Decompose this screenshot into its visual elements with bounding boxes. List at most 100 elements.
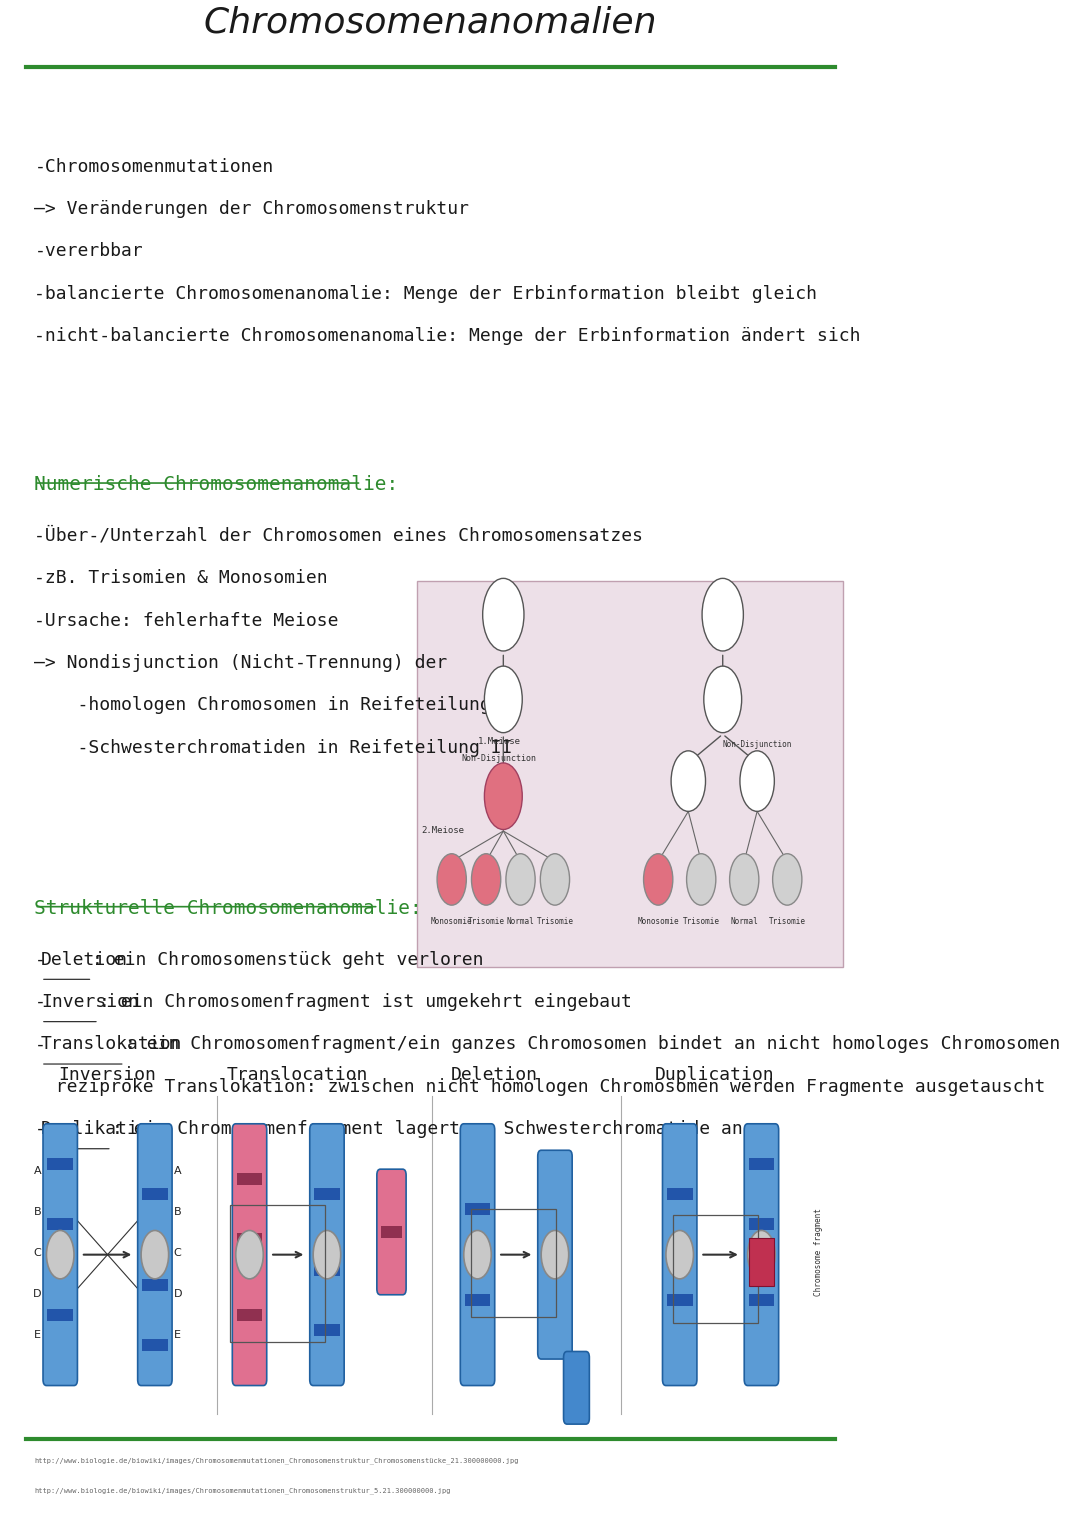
Text: -zB. Trisomien & Monosomien: -zB. Trisomien & Monosomien [35,570,328,588]
FancyBboxPatch shape [666,1188,692,1200]
Text: C: C [33,1248,41,1258]
FancyBboxPatch shape [43,1124,78,1385]
FancyBboxPatch shape [310,1124,345,1385]
Circle shape [141,1231,168,1280]
Text: Inversion: Inversion [58,1066,157,1084]
Text: -: - [35,1119,45,1138]
Text: Deleted chromosome fragment: Deleted chromosome fragment [565,1185,575,1310]
FancyBboxPatch shape [232,1124,267,1385]
Text: XX: XX [717,695,729,704]
Text: : ein Chromosomenstück geht verloren: : ein Chromosomenstück geht verloren [93,950,484,968]
Text: Monosomie: Monosomie [637,918,679,927]
Text: Trisomie: Trisomie [769,918,806,927]
Text: Inversion: Inversion [41,993,138,1011]
Circle shape [46,1231,75,1280]
Circle shape [505,854,536,906]
Text: X: X [754,777,760,785]
FancyBboxPatch shape [662,1124,697,1385]
Text: XX: XX [497,695,510,704]
Text: B: B [174,1208,181,1217]
FancyBboxPatch shape [564,1351,590,1425]
Text: 1.Meiose: 1.Meiose [477,738,521,747]
Text: Non-Disjunction: Non-Disjunction [723,741,792,750]
Circle shape [687,854,716,906]
Circle shape [540,854,569,906]
Text: XX: XX [497,791,511,800]
Text: Chromosome fragment: Chromosome fragment [813,1208,823,1295]
Text: : ein Chromosomenfragment ist umgekehrt eingebaut: : ein Chromosomenfragment ist umgekehrt … [99,993,632,1011]
Text: XX: XX [683,777,694,785]
Text: -Ursache: fehlerhafte Meiose: -Ursache: fehlerhafte Meiose [35,612,339,629]
FancyBboxPatch shape [141,1188,167,1200]
FancyBboxPatch shape [377,1170,406,1295]
Circle shape [485,764,523,829]
Circle shape [483,579,524,651]
Text: —> Veränderungen der Chromosomenstruktur: —> Veränderungen der Chromosomenstruktur [35,200,470,218]
Text: Deletion: Deletion [41,950,127,968]
Text: Non-Disjunction: Non-Disjunction [461,754,537,764]
Text: -nicht-balancierte Chromosomenanomalie: Menge der Erbinformation ändert sich: -nicht-balancierte Chromosomenanomalie: … [35,327,861,345]
FancyBboxPatch shape [464,1293,490,1306]
Circle shape [702,579,743,651]
Text: A: A [174,1167,181,1176]
Text: http://www.biologie.de/biowiki/images/Chromosomenmutationen_Chromosomenstruktur_: http://www.biologie.de/biowiki/images/Ch… [35,1487,451,1495]
FancyBboxPatch shape [48,1309,73,1321]
Text: Translokation: Translokation [41,1035,183,1054]
Circle shape [541,1231,569,1280]
Circle shape [485,666,523,733]
Text: Trisomie: Trisomie [683,918,719,927]
Text: Trisomie: Trisomie [468,918,504,927]
Text: Normal: Normal [730,918,758,927]
FancyBboxPatch shape [48,1219,73,1231]
Text: C: C [174,1248,181,1258]
Text: II: II [500,609,507,620]
Text: A: A [33,1167,41,1176]
Circle shape [437,854,467,906]
Circle shape [772,854,801,906]
Text: http://www.biologie.de/biowiki/images/Chromosomenmutationen_Chromosomenstruktur_: http://www.biologie.de/biowiki/images/Ch… [35,1457,518,1464]
Text: -: - [35,1035,45,1054]
Circle shape [747,1231,775,1280]
FancyBboxPatch shape [137,1124,172,1385]
Text: Chromosomenanomalien: Chromosomenanomalien [203,6,657,40]
Text: Duplikation: Duplikation [41,1119,161,1138]
Text: -balancierte Chromosomenanomalie: Menge der Erbinformation bleibt gleich: -balancierte Chromosomenanomalie: Menge … [35,286,818,302]
Text: Numerische Chromosomenanomalie:: Numerische Chromosomenanomalie: [35,475,399,495]
Circle shape [740,751,774,811]
FancyBboxPatch shape [748,1293,774,1306]
Text: B: B [33,1208,41,1217]
Text: -: - [35,950,45,968]
Text: reziproke Translokation: zwischen nicht homologen Chromosomen werden Fragmente a: reziproke Translokation: zwischen nicht … [35,1078,1045,1096]
FancyBboxPatch shape [48,1157,73,1170]
FancyBboxPatch shape [748,1157,774,1170]
Text: Translocation: Translocation [226,1066,367,1084]
Text: -vererbbar: -vererbbar [35,243,144,261]
FancyBboxPatch shape [748,1238,774,1286]
Text: D: D [174,1289,183,1299]
Circle shape [730,854,759,906]
Text: E: E [174,1330,180,1339]
Text: -Chromosomenmutationen: -Chromosomenmutationen [35,157,273,176]
Text: : ein Chromosomenfragment/ein ganzes Chromosomen bindet an nicht homologes Chrom: : ein Chromosomenfragment/ein ganzes Chr… [125,1035,1059,1054]
FancyBboxPatch shape [744,1124,779,1385]
FancyBboxPatch shape [748,1219,774,1231]
FancyBboxPatch shape [141,1280,167,1290]
Text: -Über-/Unterzahl der Chromosomen eines Chromosomensatzes: -Über-/Unterzahl der Chromosomen eines C… [35,527,644,545]
Text: Strukturelle Chromosomenanomalie:: Strukturelle Chromosomenanomalie: [35,899,422,918]
Text: Monosomie: Monosomie [431,918,473,927]
Circle shape [666,1231,693,1280]
FancyBboxPatch shape [237,1173,262,1185]
FancyBboxPatch shape [381,1226,402,1238]
Circle shape [704,666,742,733]
Text: Deletion: Deletion [451,1066,538,1084]
Text: b): b) [715,585,730,597]
FancyBboxPatch shape [237,1234,262,1246]
Circle shape [235,1231,264,1280]
FancyBboxPatch shape [141,1339,167,1351]
Text: -: - [35,993,45,1011]
Circle shape [463,1231,491,1280]
Text: Trisomie: Trisomie [537,918,573,927]
Text: Duplication: Duplication [654,1066,774,1084]
Text: E: E [35,1330,41,1339]
FancyBboxPatch shape [464,1203,490,1215]
